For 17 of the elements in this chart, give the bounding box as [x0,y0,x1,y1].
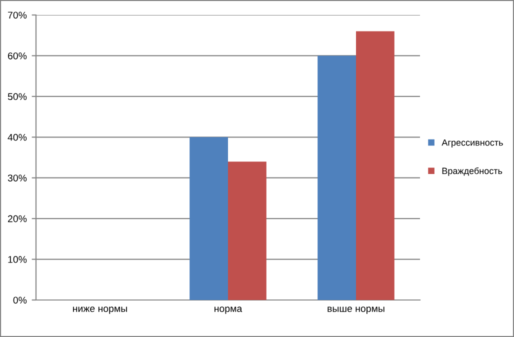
y-tick-label: 0% [13,296,27,304]
x-tick-label: норма [214,306,242,314]
bar [318,56,356,300]
bar [356,31,394,300]
bar [228,162,266,300]
legend-label: Агрессивность [442,139,503,148]
y-tick-label: 60% [8,52,27,60]
y-tick-label: 30% [8,174,27,182]
bar [190,137,228,300]
y-tick-label: 20% [8,215,27,222]
legend-label: Враждебность [442,167,502,176]
y-tick-label: 10% [8,256,27,263]
x-tick-label: выше нормы [328,306,384,314]
y-tick-label: 70% [8,12,27,19]
y-tick-label: 40% [8,134,27,141]
y-tick-label: 50% [8,93,27,100]
x-tick-label: ниже нормы [73,306,127,314]
